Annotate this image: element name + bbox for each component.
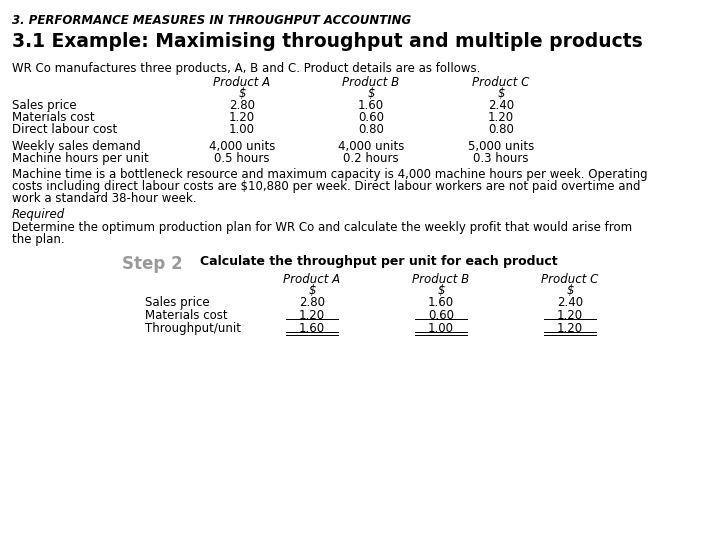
Text: 4,000 units: 4,000 units <box>209 140 275 153</box>
Text: 1.20: 1.20 <box>557 322 583 335</box>
Text: 2.80: 2.80 <box>229 99 255 112</box>
Text: Product B: Product B <box>413 273 469 286</box>
Text: 2.80: 2.80 <box>299 296 325 309</box>
Text: Sales price: Sales price <box>12 99 76 112</box>
Text: $: $ <box>238 87 246 100</box>
Text: Determine the optimum production plan for WR Co and calculate the weekly profit : Determine the optimum production plan fo… <box>12 221 632 234</box>
Text: the plan.: the plan. <box>12 233 65 246</box>
Text: 0.80: 0.80 <box>358 123 384 136</box>
Text: 1.00: 1.00 <box>428 322 454 335</box>
Text: Product A: Product A <box>284 273 341 286</box>
Text: $: $ <box>437 284 445 297</box>
Text: $: $ <box>308 284 316 297</box>
Text: $: $ <box>367 87 374 100</box>
Text: 3. PERFORMANCE MEASURES IN THROUGHPUT ACCOUNTING: 3. PERFORMANCE MEASURES IN THROUGHPUT AC… <box>12 14 411 27</box>
Text: Sales price: Sales price <box>145 296 210 309</box>
Text: 3.1 Example: Maximising throughput and multiple products: 3.1 Example: Maximising throughput and m… <box>12 32 643 51</box>
Text: Calculate the throughput per unit for each product: Calculate the throughput per unit for ea… <box>200 255 557 268</box>
Text: Materials cost: Materials cost <box>12 111 94 124</box>
Text: work a standard 38-hour week.: work a standard 38-hour week. <box>12 192 197 205</box>
Text: Product C: Product C <box>472 76 530 89</box>
Text: 5,000 units: 5,000 units <box>468 140 534 153</box>
Text: 1.60: 1.60 <box>428 296 454 309</box>
Text: WR Co manufactures three products, A, B and C. Product details are as follows.: WR Co manufactures three products, A, B … <box>12 62 480 75</box>
Text: 0.80: 0.80 <box>488 123 514 136</box>
Text: 1.00: 1.00 <box>229 123 255 136</box>
Text: 1.60: 1.60 <box>299 322 325 335</box>
Text: 2.40: 2.40 <box>557 296 583 309</box>
Text: 1.20: 1.20 <box>299 309 325 322</box>
Text: 0.5 hours: 0.5 hours <box>215 152 270 165</box>
Text: Product C: Product C <box>541 273 599 286</box>
Text: costs including direct labour costs are $10,880 per week. Direct labour workers : costs including direct labour costs are … <box>12 180 641 193</box>
Text: Weekly sales demand: Weekly sales demand <box>12 140 140 153</box>
Text: 0.3 hours: 0.3 hours <box>473 152 528 165</box>
Text: Product A: Product A <box>213 76 271 89</box>
Text: Product B: Product B <box>343 76 400 89</box>
Text: Required: Required <box>12 208 66 221</box>
Text: 2.40: 2.40 <box>488 99 514 112</box>
Text: 1.60: 1.60 <box>358 99 384 112</box>
Text: 0.60: 0.60 <box>428 309 454 322</box>
Text: Direct labour cost: Direct labour cost <box>12 123 117 136</box>
Text: Machine hours per unit: Machine hours per unit <box>12 152 149 165</box>
Text: Materials cost: Materials cost <box>145 309 228 322</box>
Text: $: $ <box>566 284 574 297</box>
Text: 0.60: 0.60 <box>358 111 384 124</box>
Text: Step 2: Step 2 <box>122 255 183 273</box>
Text: 1.20: 1.20 <box>488 111 514 124</box>
Text: Throughput/unit: Throughput/unit <box>145 322 241 335</box>
Text: 4,000 units: 4,000 units <box>338 140 404 153</box>
Text: 1.20: 1.20 <box>229 111 255 124</box>
Text: 0.2 hours: 0.2 hours <box>343 152 399 165</box>
Text: $: $ <box>498 87 505 100</box>
Text: 1.20: 1.20 <box>557 309 583 322</box>
Text: Machine time is a bottleneck resource and maximum capacity is 4,000 machine hour: Machine time is a bottleneck resource an… <box>12 168 647 181</box>
